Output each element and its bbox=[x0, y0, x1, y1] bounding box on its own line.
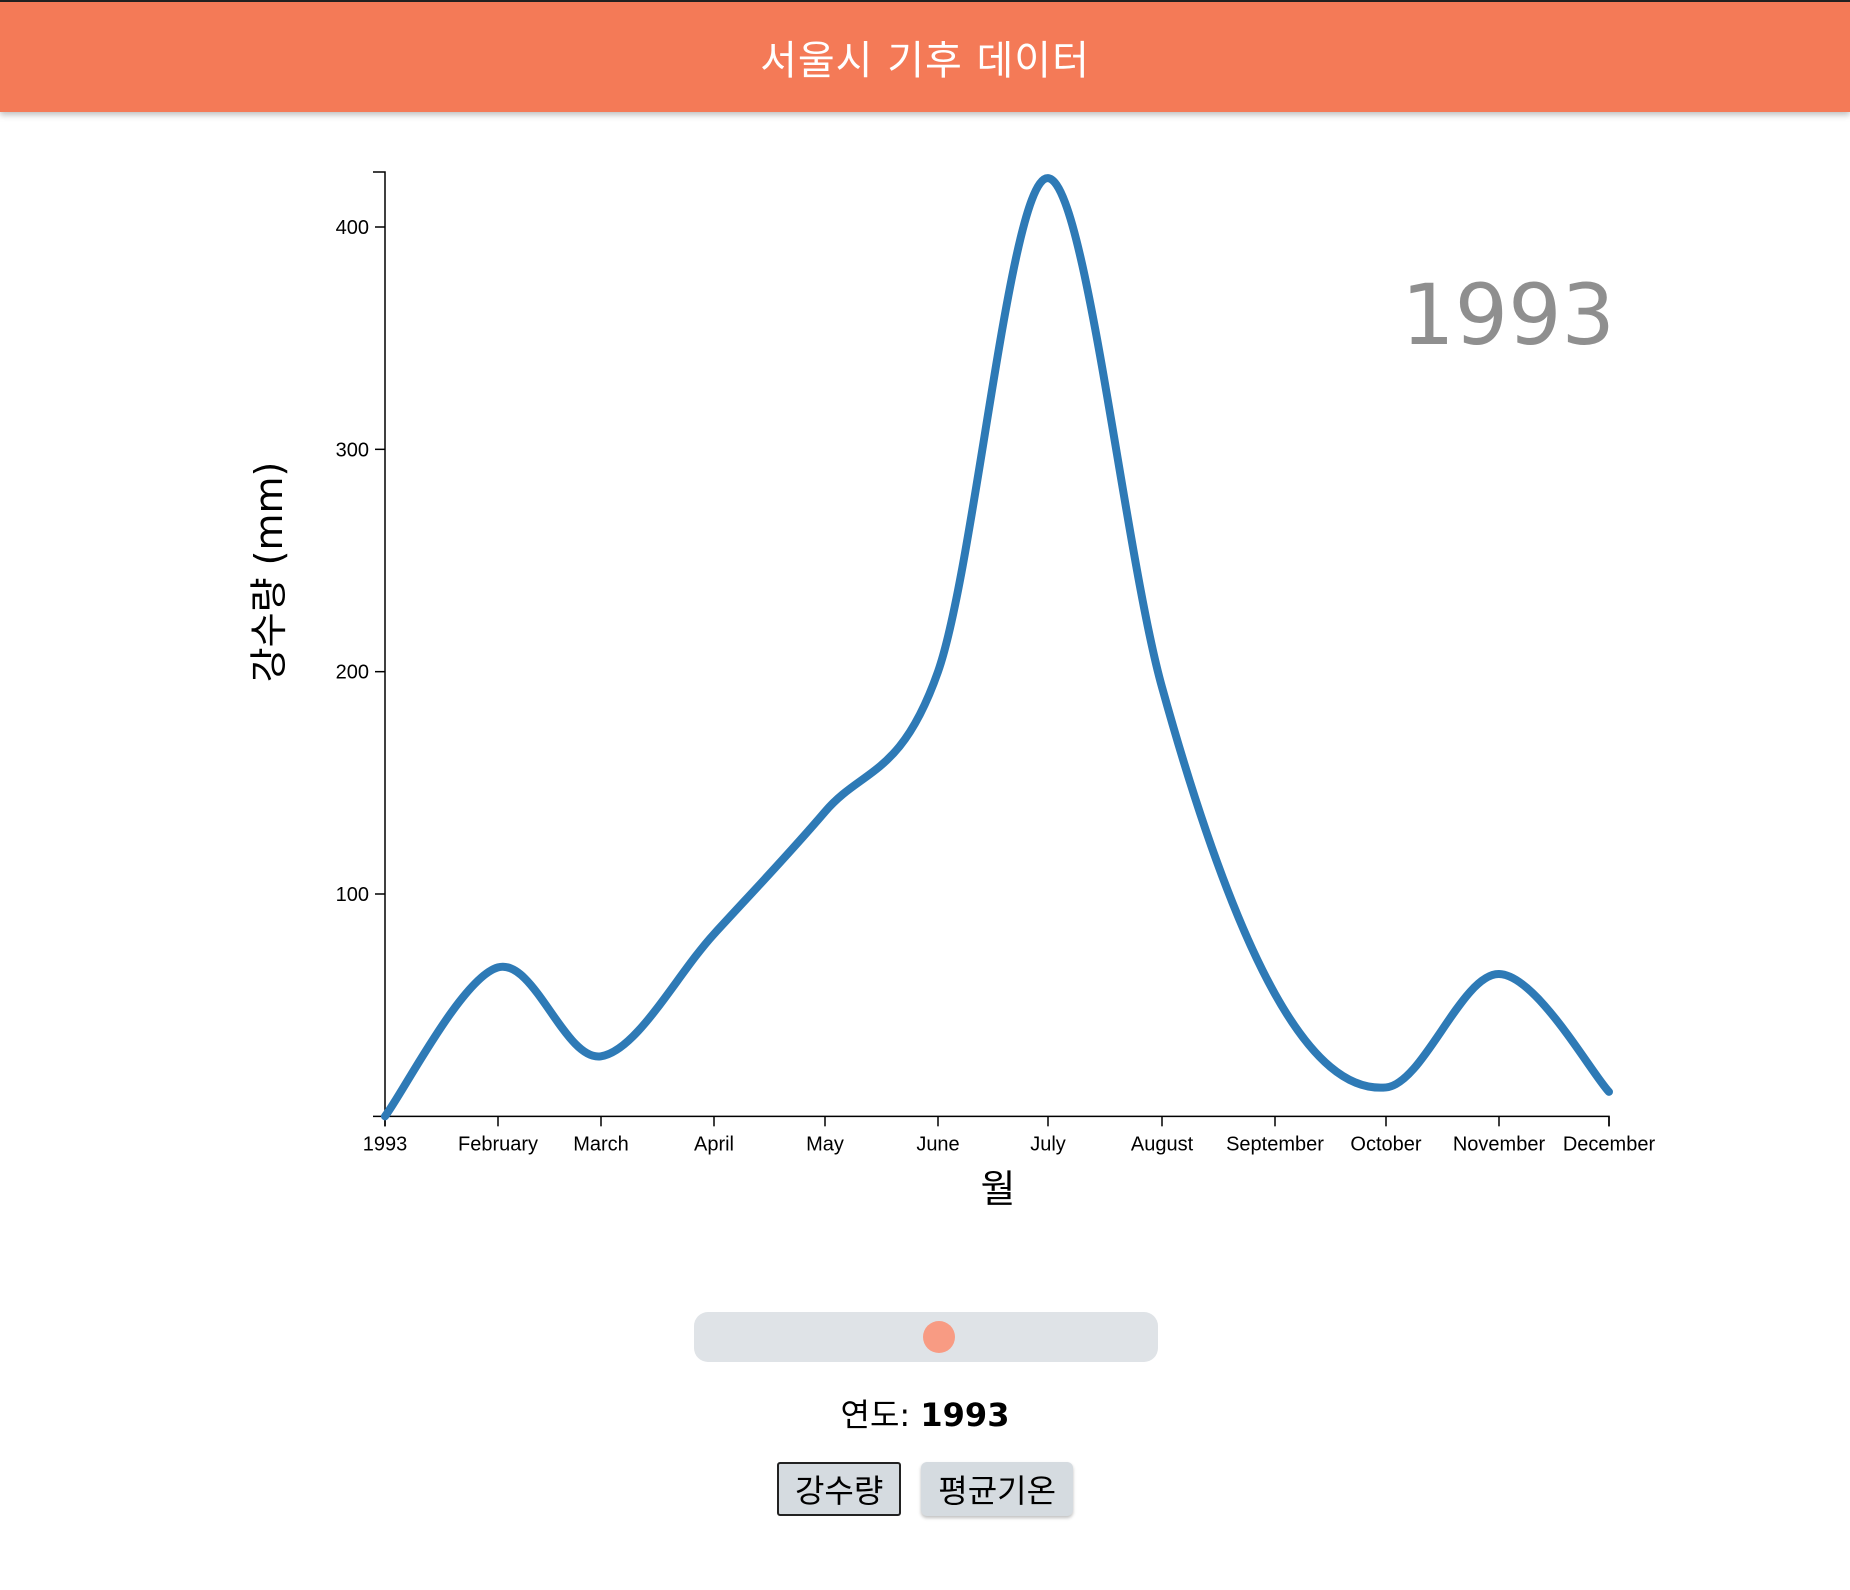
app-header: 서울시 기후 데이터 bbox=[0, 2, 1850, 112]
top-border bbox=[0, 0, 1850, 2]
y-axis-title: 강수량 (mm) bbox=[247, 462, 291, 683]
y-tick-label: 300 bbox=[336, 439, 369, 461]
x-tick-label: August bbox=[1131, 1133, 1194, 1155]
y-axis-line bbox=[373, 171, 386, 1118]
x-tick-label: May bbox=[806, 1133, 844, 1155]
y-axis: 100 200 300 400 bbox=[336, 171, 386, 1118]
x-tick-label: November bbox=[1453, 1133, 1546, 1155]
x-tick-label: December bbox=[1563, 1133, 1656, 1155]
temperature-button[interactable]: 평균기온 bbox=[921, 1462, 1074, 1516]
y-tick-label: 200 bbox=[336, 662, 369, 684]
year-slider[interactable] bbox=[694, 1312, 1158, 1362]
precipitation-button[interactable]: 강수량 bbox=[776, 1462, 902, 1516]
page-title: 서울시 기후 데이터 bbox=[760, 38, 1090, 84]
year-watermark: 1993 bbox=[1401, 266, 1615, 364]
y-tick-label: 400 bbox=[336, 217, 369, 239]
x-tick-label: July bbox=[1030, 1133, 1066, 1155]
x-tick-label: September bbox=[1226, 1133, 1324, 1155]
slider-thumb[interactable] bbox=[922, 1321, 955, 1353]
series-line bbox=[381, 174, 1613, 1121]
year-display-value: 1993 bbox=[920, 1396, 1010, 1434]
year-display-label: 연도: bbox=[840, 1396, 911, 1434]
x-tick-label: October bbox=[1350, 1133, 1421, 1155]
x-tick-label: April bbox=[694, 1133, 734, 1155]
x-tick-label: February bbox=[458, 1133, 538, 1155]
x-tick-label: June bbox=[916, 1133, 959, 1155]
x-axis: 1993 February March April May June July August S… bbox=[363, 1115, 1656, 1155]
y-tick-label: 100 bbox=[336, 884, 369, 906]
precipitation-chart: 100 200 300 400 1993 February March April May Ju… bbox=[247, 171, 1656, 1211]
metric-buttons: 강수량 평균기온 bbox=[0, 1462, 1850, 1516]
x-tick-label: 1993 bbox=[363, 1133, 408, 1155]
year-display: 연도: 1993 bbox=[0, 1390, 1850, 1436]
x-axis-line bbox=[384, 1115, 1610, 1127]
x-tick-label: March bbox=[573, 1133, 629, 1155]
x-axis-title: 월 bbox=[981, 1167, 1016, 1211]
